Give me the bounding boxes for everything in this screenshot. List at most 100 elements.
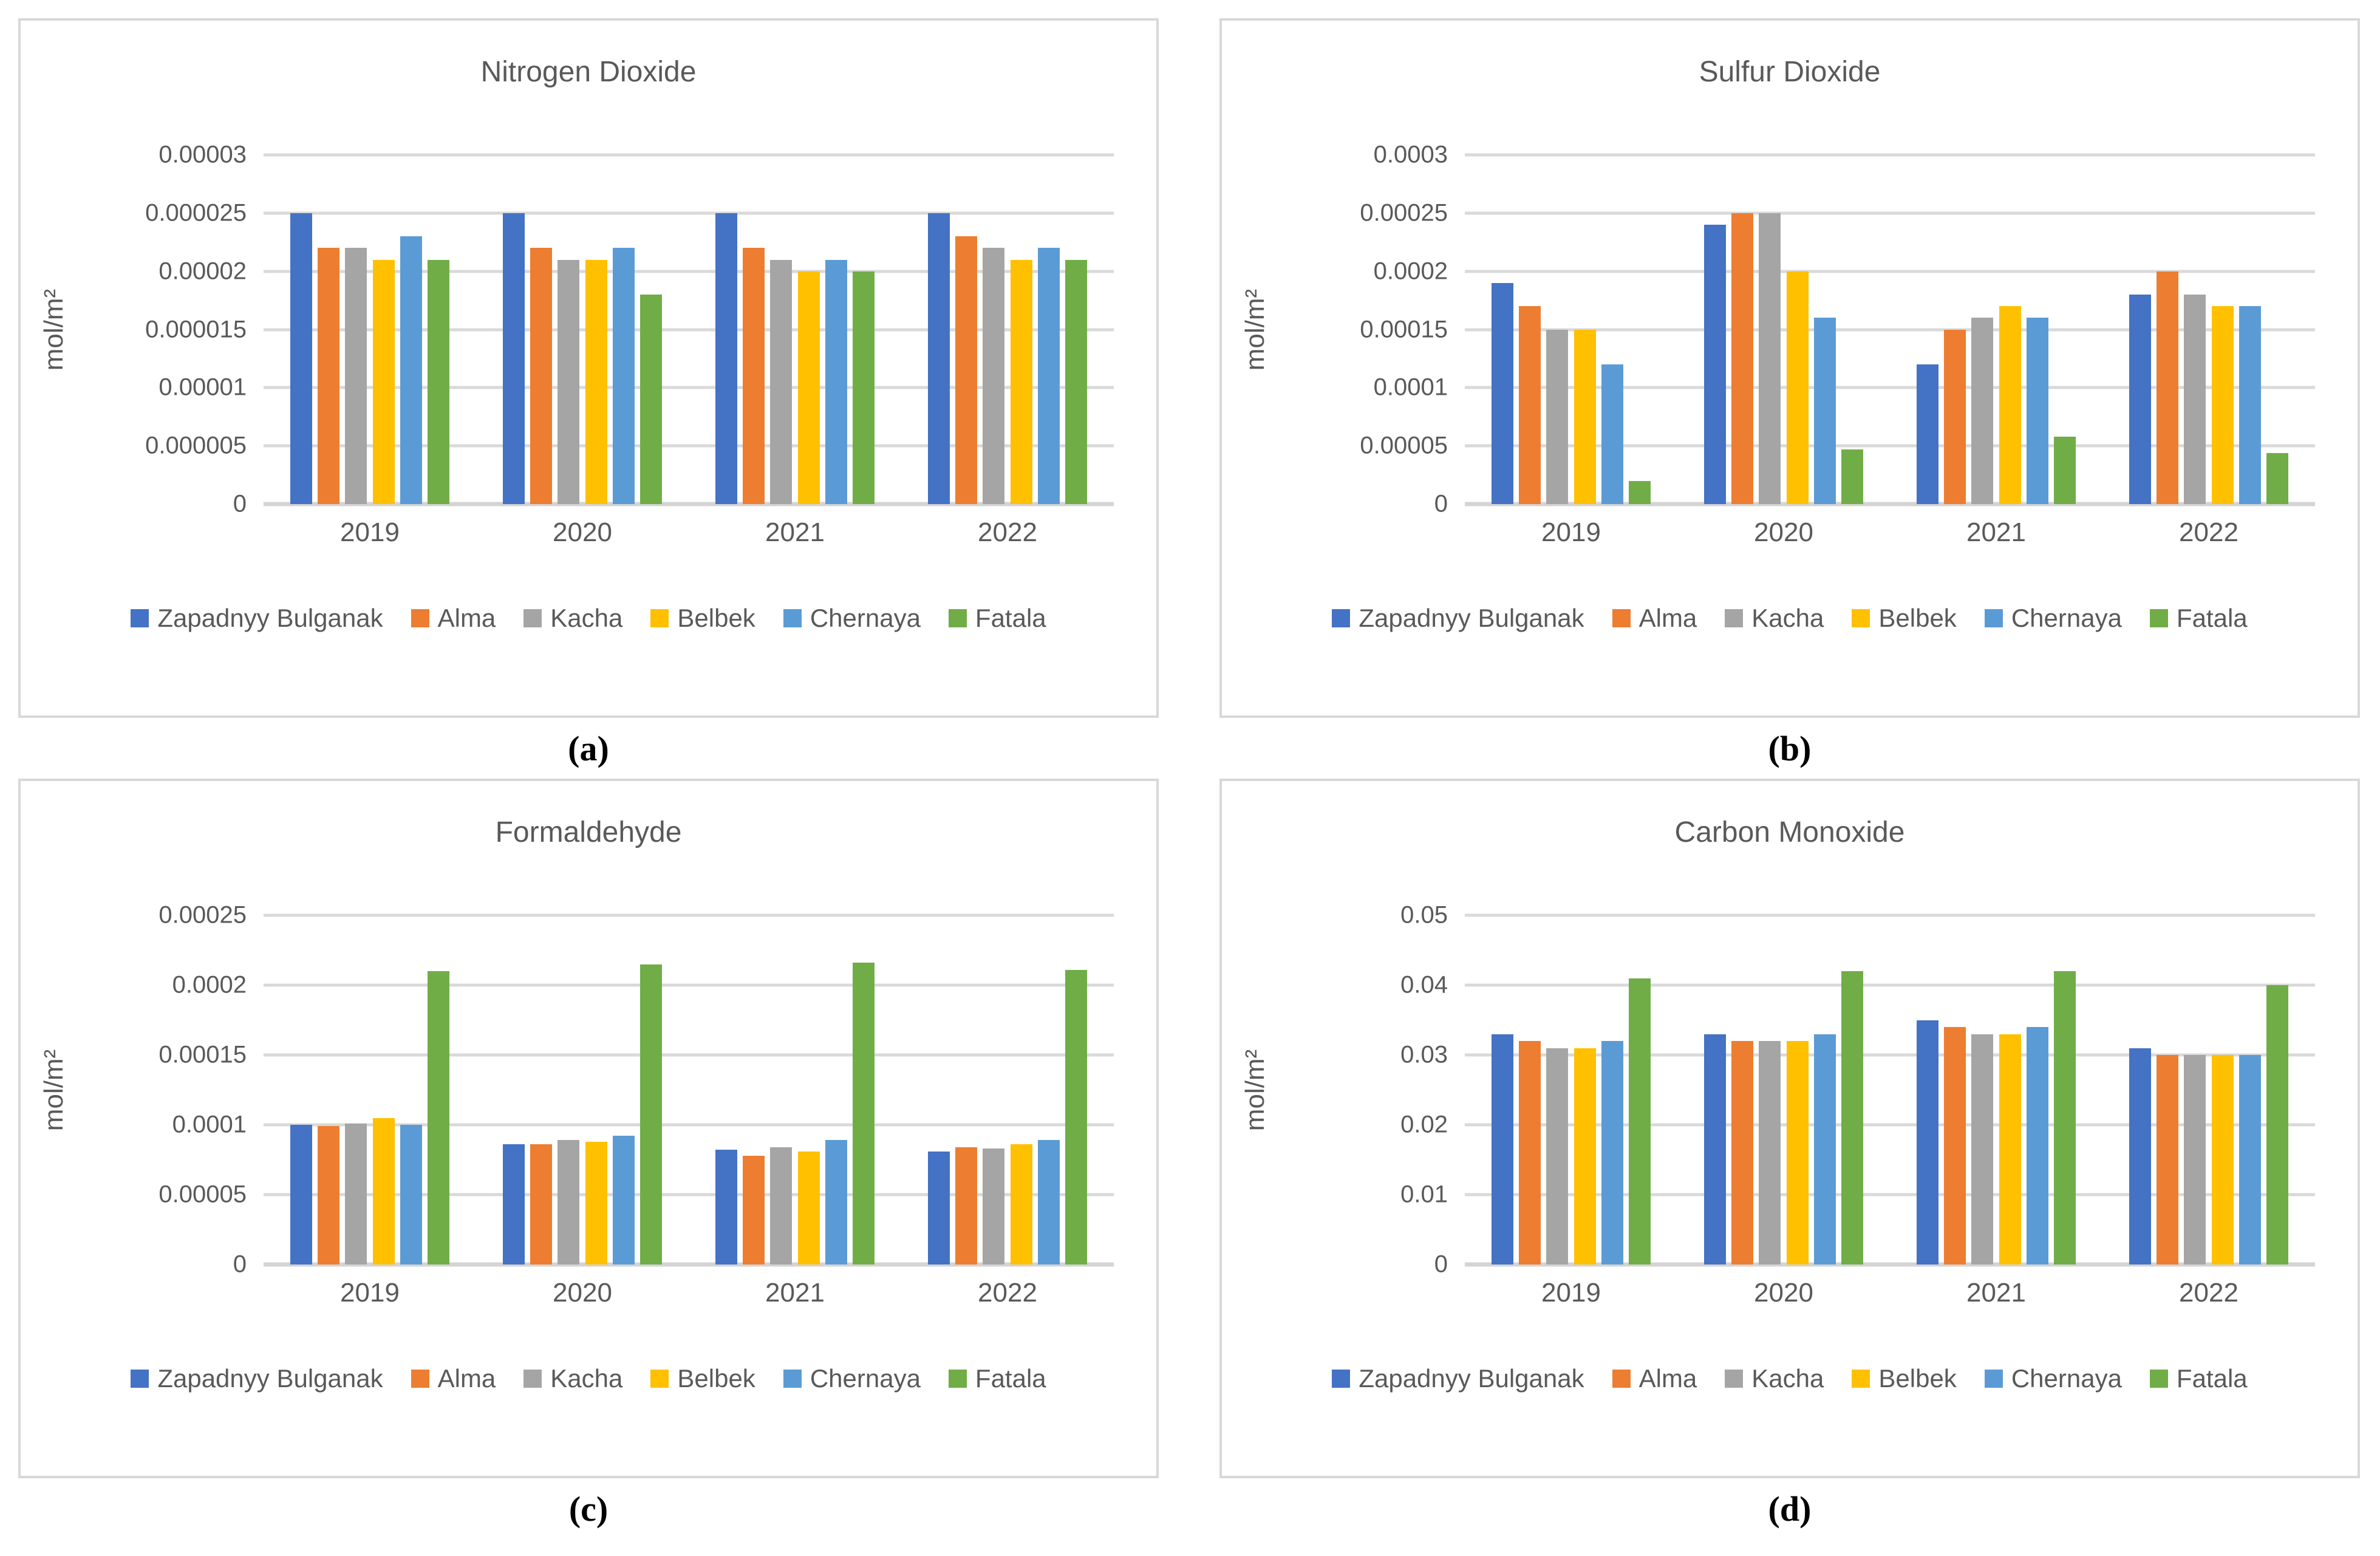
bar-alma-2020 [530,1144,553,1264]
legend-label: Zapadnyy Bulganak [157,1364,383,1393]
bar-group-2021 [689,915,901,1264]
legend-item-zapadnyy-bulganak: Zapadnyy Bulganak [131,1364,383,1393]
x-tick-label: 2020 [553,517,612,547]
y-axis-title-column: mol/m² [21,915,87,1264]
bar-fatala-2019 [1628,978,1651,1264]
gridline [264,153,1114,157]
y-tick-label: 0.00015 [1360,316,1448,343]
gridline [1465,1123,2315,1127]
bar-fatala-2019 [427,971,449,1264]
y-axis-ticks: 0 0.00005 0.0001 0.00015 0.0002 0.00025 0.0003 [1289,142,1465,517]
y-tick-label: 0 [1434,1251,1448,1278]
legend-swatch-icon [1725,1370,1744,1388]
bar-chernaya-2019 [400,1125,422,1264]
gridline [264,1262,1114,1267]
bar-chernaya-2022 [2238,306,2261,504]
bar-zapadnyy-bulganak-2022 [2129,295,2152,504]
bar-kacha-2019 [1546,1048,1569,1264]
plot-area [264,913,1114,1267]
bar-chernaya-2019 [1601,364,1623,504]
bar-group-2021 [689,155,901,504]
x-tick-label: 2020 [1754,1278,1813,1308]
y-tick-label: 0 [233,1251,247,1278]
bar-belbek-2020 [585,259,607,504]
y-tick-label: 0.05 [1400,901,1448,929]
chart-title: Carbon Monoxide [1674,816,1905,848]
y-axis-title-column: mol/m² [1222,155,1289,504]
y-axis-title-column: mol/m² [1222,915,1289,1264]
bar-alma-2020 [1731,213,1754,504]
legend-swatch-icon [131,609,149,627]
y-tick-label: 0.000015 [145,316,247,343]
bar-alma-2019 [1519,306,1541,504]
bar-chernaya-2020 [1813,318,1836,504]
bar-kacha-2022 [983,1148,1005,1264]
legend: Zapadnyy Bulganak Alma Kacha Belbek Chernaya… [21,1364,1156,1393]
legend-item-belbek: Belbek [1852,1364,1957,1393]
bar-zapadnyy-bulganak-2019 [1492,1034,1514,1264]
bar-alma-2022 [955,1147,978,1264]
bar-chernaya-2022 [1037,248,1060,504]
x-tick-label: 2022 [978,1278,1037,1308]
bars [264,915,1114,1264]
bar-zapadnyy-bulganak-2019 [290,213,313,504]
legend-item-belbek: Belbek [650,1364,755,1393]
legend-swatch-icon [523,609,542,627]
legend-item-alma: Alma [411,1364,496,1393]
bar-alma-2021 [743,248,765,504]
bar-zapadnyy-bulganak-2022 [2129,1048,2152,1264]
legend-item-alma: Alma [411,604,496,633]
legend-swatch-icon [1852,609,1870,627]
bar-fatala-2020 [1841,971,1863,1264]
bar-group-2022 [901,915,1114,1264]
chart-body: mol/m² 0 0.01 0.02 0.03 0.04 0.05 [1222,902,2358,1278]
chart-body: mol/m² 0 0.00005 0.0001 0.00015 0.0002 0.0002… [1222,142,2358,517]
gridline [1465,502,2315,507]
legend-swatch-icon [411,1370,429,1388]
y-axis-ticks: 0 0.000005 0.00001 0.000015 0.00002 0.000025 0… [87,142,264,517]
plot-area [1465,913,2315,1267]
bar-fatala-2019 [427,259,449,504]
legend-swatch-icon [411,609,429,627]
bar-kacha-2020 [557,259,580,504]
bar-belbek-2019 [1574,329,1596,504]
bar-fatala-2019 [1628,480,1651,504]
bar-belbek-2019 [372,1118,395,1264]
legend-label: Chernaya [810,1364,921,1393]
plot-area [1465,153,2315,507]
bar-belbek-2021 [797,1151,820,1264]
legend-swatch-icon [783,609,802,627]
chart-title: Formaldehyde [495,816,682,848]
y-tick-label: 0.00025 [159,901,247,929]
bar-group-2020 [476,915,689,1264]
bar-kacha-2022 [983,248,1005,504]
bar-zapadnyy-bulganak-2021 [1917,1020,1939,1264]
bar-alma-2022 [955,236,978,504]
bar-fatala-2022 [1065,259,1087,504]
bar-zapadnyy-bulganak-2022 [928,213,950,504]
bar-group-2020 [476,155,689,504]
gridline [1465,386,2315,389]
legend-swatch-icon [1984,609,2003,627]
legend-swatch-icon [650,609,669,627]
bar-chernaya-2019 [1601,1041,1623,1264]
bar-fatala-2020 [639,964,662,1264]
bar-zapadnyy-bulganak-2020 [503,1144,525,1264]
legend-item-fatala: Fatala [948,1364,1046,1393]
bar-alma-2019 [1519,1041,1541,1264]
x-tick-label: 2022 [2179,517,2238,547]
legend-label: Chernaya [810,604,921,632]
gridline [264,444,1114,448]
bar-belbek-2021 [797,271,820,504]
y-axis-title: mol/m² [39,288,69,370]
legend-item-kacha: Kacha [1725,604,1824,633]
legend-label: Fatala [2176,1364,2248,1393]
y-tick-label: 0.00003 [159,141,247,168]
x-tick-label: 2021 [1966,1278,2026,1308]
gridline [264,386,1114,389]
chart-body: mol/m² 0 0.000005 0.00001 0.000015 0.00002 0.… [21,142,1156,517]
y-axis-ticks: 0 0.00005 0.0001 0.00015 0.0002 0.00025 [87,902,264,1278]
y-tick-label: 0.0002 [1373,258,1448,285]
legend-swatch-icon [1984,1370,2003,1388]
legend-item-fatala: Fatala [2149,604,2248,633]
